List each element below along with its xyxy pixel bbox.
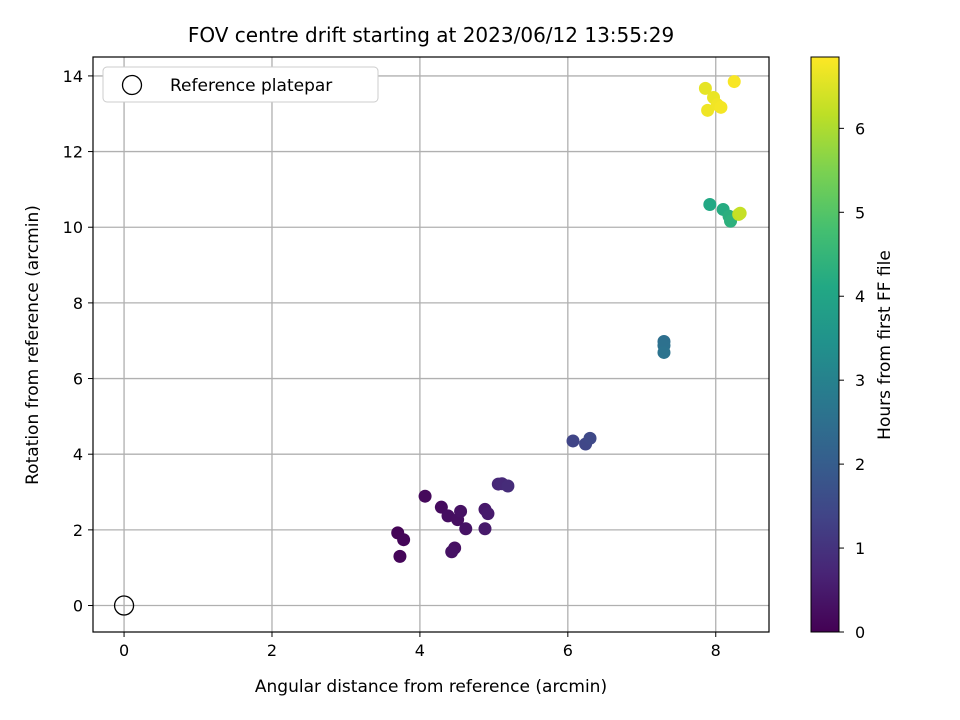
x-axis-ticks: 0 2 4 6 8 [119,632,721,660]
y-tick-label: 10 [63,218,83,237]
plot-frame [92,56,770,633]
data-point [501,479,515,493]
data-point [733,206,747,220]
x-axis-label: Angular distance from reference (arcmin) [255,677,607,697]
colorbar-tick-label: 1 [855,539,865,558]
colorbar-label: Hours from first FF file [875,250,895,440]
data-point [727,75,741,89]
colorbar-tick-label: 2 [855,455,865,474]
colorbar-gradient [810,56,840,633]
y-axis-ticks: 0 2 4 6 8 10 12 14 [63,67,93,616]
reference-platepar-point [113,595,135,616]
legend: Reference platepar [102,66,379,103]
x-tick-label: 6 [563,641,573,660]
x-tick-label: 0 [119,641,129,660]
colorbar-tick-label: 4 [855,287,865,306]
data-point [583,431,597,445]
y-tick-label: 2 [73,521,83,540]
x-tick-label: 4 [415,641,425,660]
y-axis-label: Rotation from reference (arcmin) [23,205,43,485]
data-point [418,489,432,503]
y-tick-label: 0 [73,597,83,616]
data-points [391,75,747,563]
y-tick-label: 8 [73,294,83,313]
data-point [566,434,580,448]
colorbar: 0 1 2 3 4 5 6 Hours from first FF file [810,56,895,642]
data-point [478,522,492,536]
reference-marker [113,595,135,616]
data-point [698,81,712,95]
y-tick-label: 6 [73,370,83,389]
colorbar-tick-label: 0 [855,623,865,642]
x-tick-label: 8 [711,641,721,660]
legend-marker [121,74,143,96]
colorbar-tick-label: 6 [855,119,865,138]
y-tick-label: 4 [73,445,83,464]
data-point [445,545,459,559]
y-tick-label: 14 [63,67,83,86]
data-point [703,198,717,212]
data-point [397,533,411,547]
data-point [714,100,728,114]
data-point [459,522,473,536]
colorbar-tick-label: 3 [855,371,865,390]
x-tick-label: 2 [267,641,277,660]
legend-box [102,66,379,103]
colorbar-tick-label: 5 [855,203,865,222]
chart-title: FOV centre drift starting at 2023/06/12 … [188,23,674,47]
data-point [454,504,468,518]
legend-label: Reference platepar [170,76,332,96]
data-point [657,345,671,359]
y-tick-label: 12 [63,143,83,162]
colorbar-ticks: 0 1 2 3 4 5 6 [839,119,865,642]
data-point [701,103,715,117]
grid-lines [93,57,769,632]
data-point [393,549,407,563]
data-point [481,507,495,521]
